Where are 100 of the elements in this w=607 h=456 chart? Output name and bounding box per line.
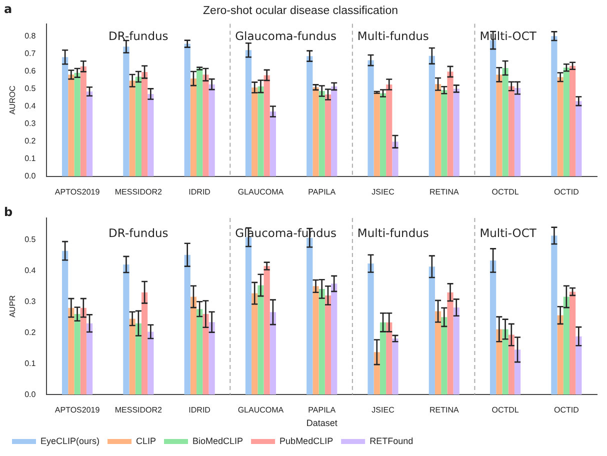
bar [441,317,448,395]
bar [490,40,496,176]
bar [324,94,332,176]
bar [502,329,508,395]
bar [368,264,374,395]
x-tick-label: OCTID [554,187,580,196]
bar [563,68,570,176]
bar [202,314,209,395]
bar [368,60,374,176]
x-axis-title: Dataset [306,418,338,428]
bar [312,87,319,176]
bar [496,74,502,176]
bar [453,88,460,176]
x-tick-label: MESSIDOR2 [114,187,163,196]
y-tick-label: 0.4 [24,101,36,110]
bar [264,266,270,395]
x-tick-label: PAPILA [308,406,336,415]
y-axis-title: AUPR [8,294,18,318]
bar [551,236,558,395]
bar [576,336,582,395]
bar [196,309,203,395]
y-tick-label: 0.2 [24,328,36,337]
x-tick-label: PAPILA [308,187,336,196]
bar [557,77,564,176]
bar [441,90,448,176]
legend-label: EyeCLIP(ours) [40,436,100,446]
bar [184,254,190,395]
legend-label: RETFound [370,436,414,446]
bar [496,329,502,395]
bar [508,86,514,176]
y-tick-label: 0.1 [24,154,36,164]
annotation: Glaucoma-fundus [235,28,337,43]
x-tick-label: OCTDL [492,187,520,196]
bar [318,288,325,395]
bar [62,57,68,176]
y-tick-label: 0.0 [24,390,36,399]
bar [502,68,508,176]
bar [514,350,521,395]
y-tick-label: 0.3 [24,118,36,128]
y-tick-label: 0.7 [24,48,36,58]
bar [380,93,386,176]
bar [190,296,197,395]
bar [331,284,338,395]
bar [270,112,276,176]
bar [190,78,197,176]
bar [447,292,454,395]
x-tick-label: IDRID [188,187,211,196]
bar [123,46,130,176]
x-tick-label: JSIEC [372,406,395,415]
bar [208,322,215,395]
bar [264,75,270,176]
bar [252,293,258,395]
bar [576,101,582,176]
bar [392,338,398,395]
bar [148,94,154,176]
bar [135,76,142,176]
legend-label: PubMedCLIP [280,436,334,446]
bar [312,286,319,395]
bar [184,44,190,176]
bar [318,90,325,176]
x-tick-label: MESSIDOR2 [114,406,163,415]
bar [141,72,148,176]
bar [428,266,435,395]
legend-label: BioMedCLIP [192,436,244,446]
bar [490,260,496,395]
bar [258,86,264,176]
bar [86,323,93,395]
bar [202,74,209,176]
y-tick-label: 0.6 [24,66,36,76]
bar [569,66,576,176]
y-tick-label: 0.4 [24,266,36,275]
bar [74,314,80,395]
bar [434,311,442,395]
bar [453,308,460,395]
y-axis-title: AUROC [8,85,18,115]
bar [68,74,74,176]
y-tick-label: 0.5 [24,84,36,93]
bar [324,295,332,395]
bar [245,237,252,395]
bar [569,292,576,395]
x-tick-label: OCTDL [492,406,520,415]
chart-title: Zero-shot ocular disease classification [203,5,398,18]
y-tick-label: 0.0 [24,172,36,181]
bar [129,80,136,176]
bar [392,142,398,176]
y-tick-label: 0.5 [24,234,36,244]
bar [252,87,258,176]
y-tick-label: 0.1 [24,358,36,368]
text: a [4,2,12,16]
x-tick-label: APTOS2019 [54,187,100,196]
bar [86,92,93,176]
bar [74,72,80,176]
bar [514,88,521,176]
bar [68,308,74,395]
x-tick-label: GLAUCOMA [238,406,284,415]
annotation: Multi-fundus [357,226,429,240]
bar [447,72,454,176]
bar [148,332,154,395]
x-tick-label: RETINA [429,187,460,196]
bar [306,56,313,176]
